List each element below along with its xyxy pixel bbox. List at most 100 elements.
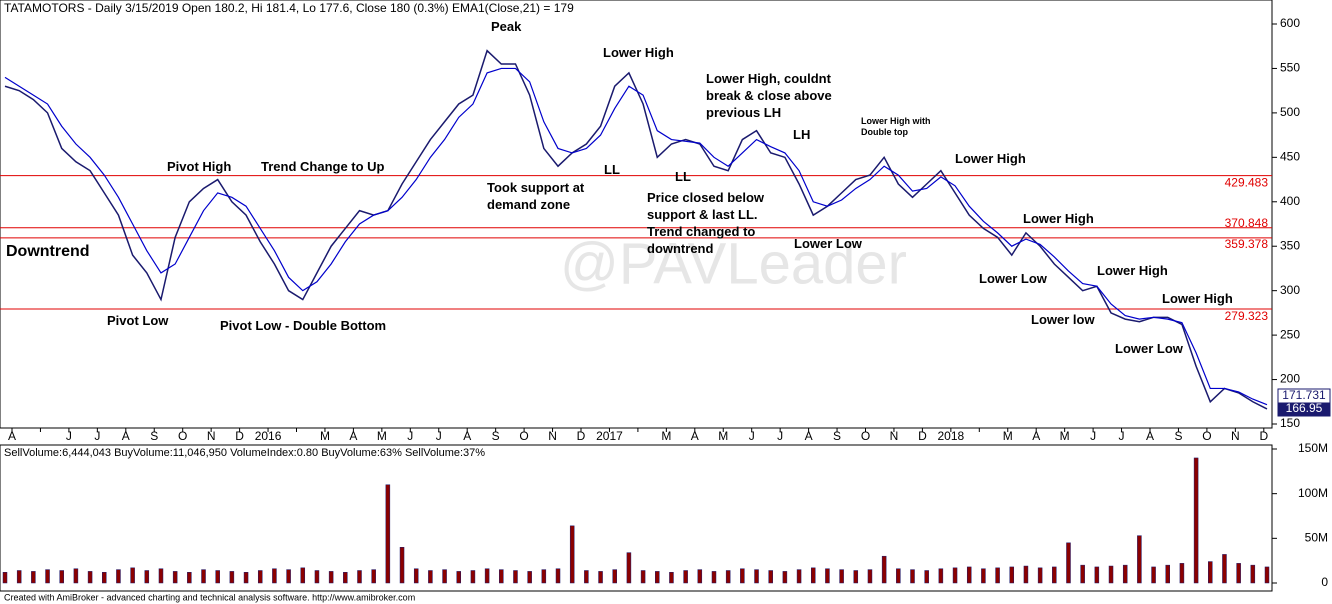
volume-bar: [853, 570, 859, 584]
x-tick-label: S: [833, 429, 841, 443]
x-tick-label: A: [463, 429, 471, 443]
volume-bar: [584, 570, 589, 584]
last-value-label: 166.95: [1286, 401, 1323, 415]
volume-bar: [243, 572, 249, 584]
volume-bar: [981, 568, 986, 584]
x-tick-label: D: [577, 429, 586, 443]
y-tick-label: 450: [1280, 150, 1300, 164]
x-tick-label: N: [548, 429, 557, 443]
volume-bar: [314, 570, 320, 584]
volume-bar: [1009, 566, 1015, 584]
ema-line: [4, 67, 1268, 406]
volume-bar: [428, 570, 433, 584]
x-tick-label: J: [1090, 429, 1096, 443]
volume-bar: [470, 570, 476, 584]
x-tick-label: 2017: [596, 429, 623, 443]
volume-bar: [1151, 566, 1156, 584]
volume-bar: [87, 571, 93, 584]
volume-bar: [257, 570, 263, 584]
annotation: Took support at demand zone: [487, 180, 585, 212]
volume-bar: [612, 569, 617, 584]
x-tick-label: A: [691, 429, 699, 443]
volume-bar: [102, 572, 107, 584]
volume-bar: [655, 571, 660, 584]
volume-bar: [683, 570, 688, 584]
level-label: 359.378: [1225, 237, 1269, 251]
annotation: Lower Low: [1115, 341, 1183, 356]
x-tick-label: M: [1060, 429, 1070, 443]
x-tick-label: J: [749, 429, 755, 443]
x-tick-label: O: [519, 429, 528, 443]
volume-bar: [1208, 561, 1213, 584]
volume-bar: [1179, 563, 1185, 584]
y-tick-label: 350: [1280, 238, 1300, 252]
x-tick-label: M: [377, 429, 387, 443]
x-tick-label: O: [1202, 429, 1211, 443]
volume-bar: [1080, 564, 1085, 584]
watermark: @PAVLeader: [560, 231, 907, 296]
volume-bar: [215, 570, 220, 584]
y-tick-label: 250: [1280, 327, 1300, 341]
annotation: LH: [793, 127, 811, 142]
x-tick-label: 2016: [255, 429, 282, 443]
volume-bar: [45, 569, 50, 584]
x-tick-label: A: [122, 429, 130, 443]
volume-bar: [782, 571, 788, 584]
annotation: Peak: [491, 19, 522, 34]
volume-bar: [527, 571, 532, 584]
x-tick-label: J: [1119, 429, 1125, 443]
volume-bar: [896, 568, 901, 584]
annotation: Lower High with Double top: [861, 116, 931, 137]
volume-bar: [669, 572, 674, 584]
volume-bar: [810, 567, 816, 584]
y-tick-label: 500: [1280, 105, 1300, 119]
annotation: Lower low: [1031, 312, 1095, 327]
annotation: LL: [675, 169, 691, 184]
volume-bar: [725, 570, 731, 584]
annotation: Trend Change to Up: [261, 159, 385, 174]
x-tick-label: J: [777, 429, 783, 443]
volume-bar: [867, 569, 873, 584]
annotation: Pivot High: [167, 159, 232, 174]
volume-bar: [2, 572, 8, 584]
x-tick-label: D: [235, 429, 244, 443]
volume-bar: [640, 570, 646, 584]
volume-bar: [158, 568, 164, 584]
annotation: Lower High: [955, 151, 1026, 166]
y-tick-label: 600: [1280, 16, 1300, 30]
price-line: [4, 49, 1268, 410]
annotation: Pivot Low - Double Bottom: [220, 318, 387, 333]
annotation: Lower High: [603, 45, 674, 60]
volume-bar: [1165, 564, 1170, 584]
x-tick-label: J: [94, 429, 100, 443]
volume-bar: [754, 569, 759, 584]
level-label: 370.848: [1225, 216, 1269, 230]
volume-bar: [272, 568, 277, 584]
volume-bar: [499, 569, 504, 584]
last-value-tag: [1277, 388, 1331, 404]
annotation: Pivot Low: [107, 313, 169, 328]
x-tick-label: A: [8, 429, 16, 443]
x-tick-label: D: [1259, 429, 1268, 443]
x-tick-label: N: [1231, 429, 1240, 443]
x-tick-label: S: [1174, 429, 1182, 443]
annotation: Lower Low: [979, 271, 1047, 286]
volume-bar: [187, 572, 192, 584]
x-tick-label: A: [1032, 429, 1040, 443]
volume-bar: [995, 567, 1000, 584]
volume-bar: [300, 567, 306, 584]
volume-bar: [768, 570, 773, 584]
x-tick-label: M: [718, 429, 728, 443]
price-frame: [0, 0, 1273, 429]
x-tick-label: S: [492, 429, 500, 443]
volume-tick-label: 100M: [1298, 486, 1328, 500]
x-tick-label: N: [207, 429, 216, 443]
x-tick-label: A: [349, 429, 357, 443]
x-tick-label: S: [150, 429, 158, 443]
volume-bar: [1264, 566, 1270, 584]
volume-bar: [711, 571, 717, 584]
y-tick-label: 400: [1280, 194, 1300, 208]
volume-bar: [16, 570, 22, 584]
level-label: 429.483: [1225, 176, 1269, 190]
